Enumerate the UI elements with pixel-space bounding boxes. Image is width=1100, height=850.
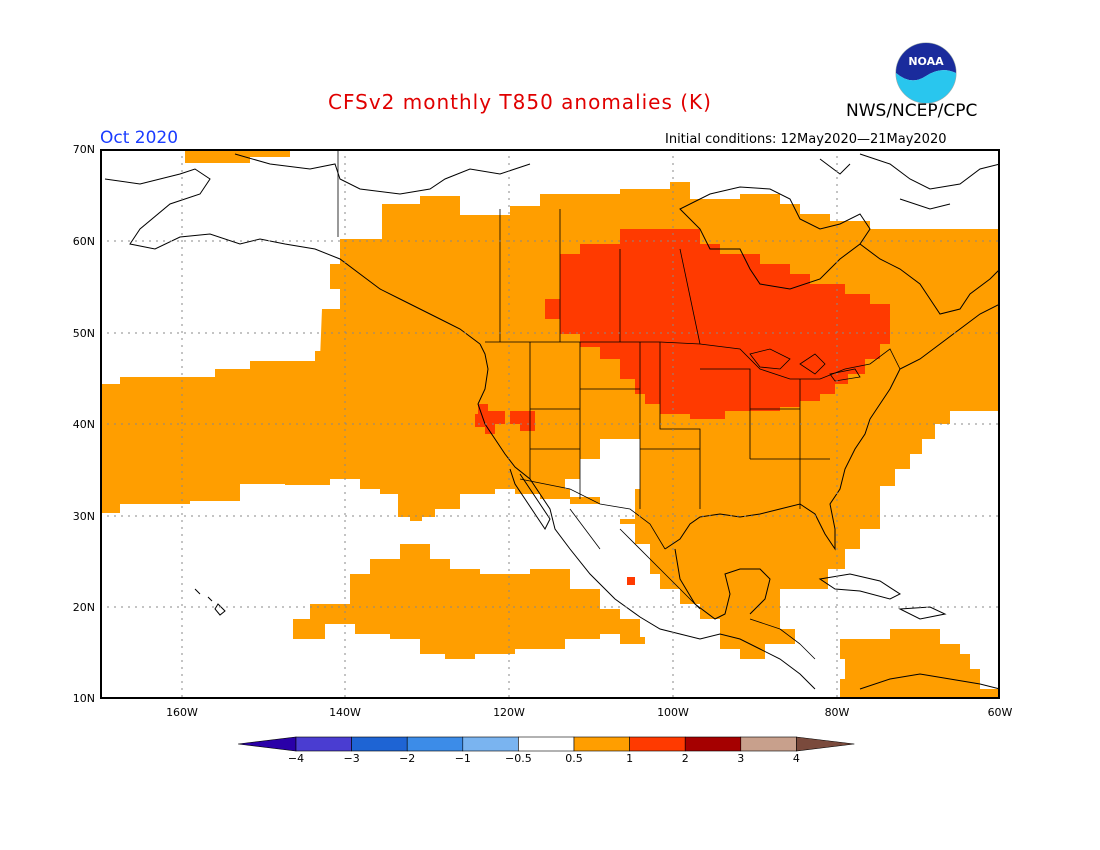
colorbar-segment bbox=[462, 736, 519, 752]
noaa-logo: NOAA bbox=[895, 42, 957, 104]
colorbar-tick-label: 1 bbox=[626, 752, 634, 765]
caribbean-region bbox=[840, 629, 1000, 699]
grid-lines bbox=[100, 149, 1000, 699]
coastlines bbox=[104, 153, 1000, 690]
colorbar-segment bbox=[406, 736, 464, 752]
colorbar-segment bbox=[740, 736, 797, 752]
venezuela-coast bbox=[859, 673, 1000, 690]
lat-label-50n: 50N bbox=[72, 327, 95, 340]
mexico-red-dot bbox=[627, 577, 635, 585]
lon-label-100w: 100W bbox=[657, 706, 689, 719]
colorbar-tick-label: 0.5 bbox=[565, 752, 583, 765]
gulf-coast bbox=[664, 418, 871, 551]
lon-label-140w: 140W bbox=[329, 706, 361, 719]
colorbar-tick-label: −1 bbox=[454, 752, 471, 765]
initial-conditions: Initial conditions: 12May2020—21May2020 bbox=[665, 132, 947, 147]
canada-great-lakes-red bbox=[545, 229, 890, 419]
arctic-strip bbox=[185, 149, 290, 163]
colorbar-tick-label: −3 bbox=[343, 752, 360, 765]
colorbar-tick-label: 2 bbox=[681, 752, 689, 765]
arctic-islands bbox=[819, 153, 1000, 210]
alaska-north-coast bbox=[234, 153, 531, 195]
political-borders bbox=[337, 149, 901, 660]
colorbar-segments bbox=[238, 736, 855, 752]
lon-label-60w: 60W bbox=[987, 706, 1013, 719]
lat-label-20n: 20N bbox=[72, 601, 95, 614]
state-borders bbox=[529, 342, 830, 509]
colorbar-arrow-low bbox=[238, 736, 297, 752]
labrador-coast bbox=[859, 243, 1000, 315]
colorbar-segment bbox=[518, 736, 575, 752]
colorbar-tick-label: −0.5 bbox=[505, 752, 532, 765]
lon-label-80w: 80W bbox=[824, 706, 850, 719]
cuba bbox=[818, 573, 902, 600]
yucatan-coast bbox=[674, 548, 771, 620]
forecast-month: Oct 2020 bbox=[100, 128, 179, 148]
mexico-states bbox=[569, 508, 701, 610]
california-red bbox=[475, 404, 505, 434]
map-frame bbox=[100, 149, 1000, 699]
colorbar-tick-label: 4 bbox=[792, 752, 800, 765]
colorbar-tick-label: −2 bbox=[399, 752, 416, 765]
north-pacific-band bbox=[100, 339, 390, 513]
us-mexico-border bbox=[519, 478, 666, 550]
lat-label-70n: 70N bbox=[72, 143, 95, 156]
lon-label-120w: 120W bbox=[493, 706, 525, 719]
colorbar-tick-label: 3 bbox=[737, 752, 745, 765]
great-lakes bbox=[749, 348, 861, 382]
colorbar-tick-label: −4 bbox=[287, 752, 305, 765]
central-america-borders bbox=[749, 618, 816, 660]
colorbar-arrow-high bbox=[796, 736, 855, 752]
colorbar-segment bbox=[573, 736, 630, 752]
lon-label-160w: 160W bbox=[166, 706, 198, 719]
agency-label: NWS/NCEP/CPC bbox=[846, 101, 978, 121]
lat-label-10n: 10N bbox=[72, 692, 95, 705]
alaska-coast bbox=[104, 168, 481, 345]
mexico-pacific-band bbox=[293, 544, 645, 659]
central-america-patch bbox=[740, 644, 760, 659]
colorbar-segment bbox=[295, 736, 352, 752]
colorbar-segment bbox=[351, 736, 408, 752]
west-coast bbox=[477, 343, 816, 690]
logo-text: NOAA bbox=[908, 55, 944, 68]
canada-provinces bbox=[499, 209, 701, 345]
anomaly-map bbox=[100, 149, 1000, 699]
hudson-bay bbox=[679, 186, 871, 290]
us-canada-border bbox=[485, 341, 901, 380]
lat-label-60n: 60N bbox=[72, 235, 95, 248]
lat-label-30n: 30N bbox=[72, 510, 95, 523]
hispaniola bbox=[898, 606, 947, 620]
east-coast bbox=[869, 303, 1000, 420]
lat-label-40n: 40N bbox=[72, 418, 95, 431]
colorbar bbox=[238, 736, 855, 752]
chart-title: CFSv2 monthly T850 anomalies (K) bbox=[328, 90, 712, 114]
baja-california bbox=[509, 468, 551, 530]
southwest-white-region bbox=[565, 439, 640, 519]
nevada-red bbox=[510, 411, 535, 431]
colorbar-segment bbox=[629, 736, 686, 752]
hawaii bbox=[194, 588, 226, 616]
colorbar-segment bbox=[684, 736, 742, 752]
anomaly-region-1-2 bbox=[475, 229, 890, 585]
